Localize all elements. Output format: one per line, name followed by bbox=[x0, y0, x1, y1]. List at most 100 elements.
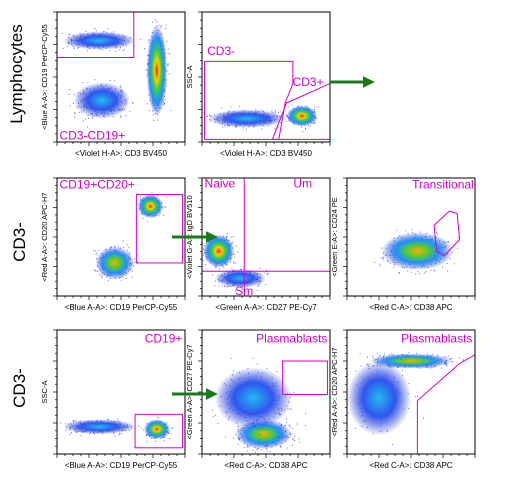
x-axis-label: <Green A-A>: CD27 PE-Cy7 bbox=[215, 303, 317, 312]
density-cluster bbox=[286, 105, 318, 127]
plot-p3: <Blue A-A>: CD19 PerCP-Cy55 <Red A-A>: CD… bbox=[40, 177, 186, 312]
event-dot bbox=[383, 257, 384, 259]
event-dot bbox=[268, 272, 270, 274]
event-dot bbox=[140, 427, 142, 429]
x-axis-label: <Violet H-A>: CD3 BV450 bbox=[220, 149, 312, 158]
event-dot bbox=[158, 215, 160, 217]
event-dot bbox=[167, 65, 169, 67]
event-dot bbox=[246, 128, 247, 130]
event-dot bbox=[150, 437, 152, 439]
event-dot bbox=[244, 446, 246, 448]
event-dot bbox=[405, 230, 407, 232]
event-dot bbox=[230, 261, 232, 263]
event-dot bbox=[415, 273, 417, 275]
event-dot bbox=[372, 357, 374, 359]
event-dot bbox=[259, 434, 261, 436]
y-axis-label: <Green A-A>: CD27 PE-Cy7 bbox=[185, 344, 194, 439]
event-dot bbox=[99, 274, 101, 276]
event-dot bbox=[87, 126, 89, 128]
event-dot bbox=[129, 110, 131, 112]
event-dot bbox=[313, 123, 315, 125]
event-dot bbox=[289, 425, 291, 427]
event-dot bbox=[77, 47, 78, 49]
event-dot bbox=[428, 367, 430, 369]
event-dot bbox=[360, 365, 362, 367]
x-axis-label: <Red C-A>: CD38 APC bbox=[224, 461, 307, 470]
event-dot bbox=[436, 232, 437, 233]
event-dot bbox=[96, 252, 98, 254]
event-dot bbox=[408, 383, 410, 384]
event-dot bbox=[137, 261, 138, 263]
event-dot bbox=[293, 435, 295, 437]
event-dot bbox=[408, 351, 410, 353]
event-dot bbox=[64, 423, 66, 425]
event-dot bbox=[190, 115, 191, 116]
x-axis-label: <Blue A-A>: CD19 PerCP-Cy55 bbox=[65, 303, 178, 312]
event-dot bbox=[114, 435, 116, 437]
event-dot bbox=[281, 434, 283, 436]
event-dot bbox=[170, 433, 172, 434]
event-dot bbox=[252, 357, 254, 359]
event-dot bbox=[276, 371, 278, 372]
density-cluster bbox=[146, 25, 168, 116]
event-dot bbox=[165, 28, 167, 30]
event-dot bbox=[133, 261, 135, 263]
event-dot bbox=[107, 28, 109, 30]
event-dot bbox=[226, 235, 228, 237]
gate-outline bbox=[416, 354, 475, 454]
event-dot bbox=[86, 50, 88, 52]
event-dot bbox=[402, 369, 403, 371]
event-dot bbox=[163, 104, 165, 106]
y-axis-label: <Green E-A>: CD24 PE bbox=[330, 197, 339, 277]
event-dot bbox=[137, 254, 139, 256]
event-dot bbox=[261, 128, 263, 130]
event-dot bbox=[224, 285, 226, 287]
event-dot bbox=[146, 103, 148, 105]
event-dot bbox=[147, 42, 149, 44]
event-dot bbox=[379, 355, 381, 357]
event-dot bbox=[60, 422, 62, 424]
event-dot bbox=[120, 279, 122, 281]
event-dot bbox=[85, 118, 86, 120]
event-dot bbox=[85, 31, 87, 32]
event-dot bbox=[54, 36, 55, 37]
event-dot bbox=[411, 231, 413, 233]
event-dot bbox=[254, 451, 256, 453]
gate-label: Sm bbox=[235, 284, 253, 298]
y-axis-label: <Red A-A>: CD20 APC-H7 bbox=[40, 192, 49, 281]
event-dot bbox=[242, 288, 244, 290]
plot-p7: <Red C-A>: CD38 APC <Green A-A>: CD27 PE-… bbox=[185, 329, 331, 470]
event-dot bbox=[123, 247, 125, 248]
event-dot bbox=[169, 438, 171, 440]
event-dot bbox=[223, 266, 225, 268]
event-dot bbox=[74, 420, 76, 422]
event-dot bbox=[398, 272, 400, 274]
event-dot bbox=[74, 112, 76, 114]
event-dot bbox=[151, 21, 153, 23]
event-dot bbox=[275, 111, 276, 113]
event-dot bbox=[366, 356, 368, 358]
event-dot bbox=[433, 269, 435, 271]
event-dot bbox=[165, 24, 167, 26]
density-cluster bbox=[214, 367, 292, 430]
event-dot bbox=[277, 126, 279, 128]
event-dot bbox=[437, 354, 439, 356]
gate-label: Plasmablasts bbox=[256, 331, 327, 345]
event-dot bbox=[291, 427, 293, 429]
event-dot bbox=[219, 268, 220, 270]
event-dot bbox=[434, 270, 436, 272]
event-dot bbox=[133, 265, 135, 267]
event-dot bbox=[294, 440, 296, 441]
event-dot bbox=[72, 103, 74, 104]
event-dot bbox=[379, 265, 381, 267]
event-dot bbox=[431, 354, 433, 355]
event-dot bbox=[202, 260, 204, 261]
event-dot bbox=[233, 370, 234, 372]
event-dot bbox=[167, 63, 169, 65]
event-dot bbox=[204, 264, 206, 266]
event-dot bbox=[93, 269, 95, 271]
event-dot bbox=[302, 131, 304, 133]
gate-label: Plasmablasts bbox=[401, 331, 472, 345]
event-dot bbox=[309, 125, 311, 127]
